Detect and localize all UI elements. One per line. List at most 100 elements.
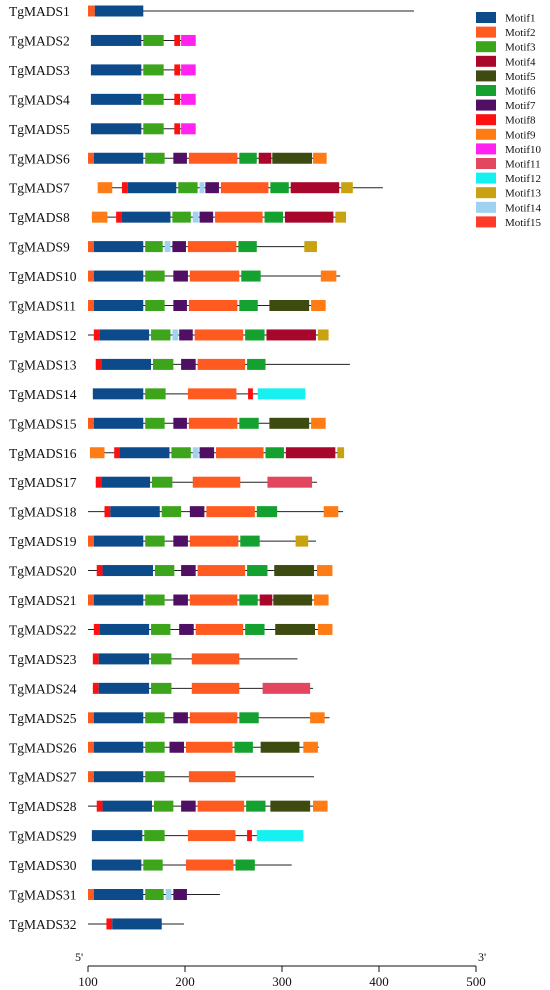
motif-block-motif4 — [285, 447, 336, 459]
x-tick-label: 200 — [175, 974, 195, 989]
motif-block-motif2 — [88, 270, 94, 282]
motif-block-motif8 — [174, 34, 181, 46]
motif-block-motif14 — [165, 889, 172, 900]
gene-row: TgMADS6 — [9, 151, 327, 166]
motif-block-motif1 — [110, 506, 160, 518]
motif-block-motif2 — [206, 506, 255, 518]
gene-row: TgMADS11 — [9, 299, 326, 314]
motif-block-motif1 — [93, 594, 144, 606]
gene-row: TgMADS25 — [9, 711, 330, 726]
legend-swatch — [476, 55, 496, 67]
motif-block-motif6 — [241, 270, 261, 282]
motif-block-motif13 — [337, 447, 345, 459]
legend-label: Motif2 — [505, 27, 536, 39]
motif-block-motif3 — [145, 712, 165, 724]
gene-label: TgMADS13 — [9, 357, 77, 372]
motif-block-motif1 — [120, 447, 170, 459]
motif-block-motif3 — [143, 859, 163, 871]
gene-label: TgMADS31 — [9, 888, 77, 903]
motif-block-motif2 — [197, 358, 246, 370]
gene-label: TgMADS10 — [9, 269, 77, 284]
motif-block-motif2 — [215, 211, 263, 223]
five-prime-label: 5' — [75, 950, 83, 964]
legend-label: Motif8 — [505, 115, 536, 127]
motif-block-motif4 — [258, 152, 272, 164]
gene-label: TgMADS20 — [9, 564, 77, 579]
gene-label: TgMADS26 — [9, 740, 77, 755]
motif-block-motif2 — [188, 417, 238, 429]
motif-block-motif9 — [303, 741, 318, 753]
motif-block-motif2 — [188, 300, 238, 311]
legend-label: Motif10 — [505, 144, 542, 156]
x-axis-ticks: 100 200 300 400 500 — [78, 966, 486, 989]
motif-block-motif3 — [151, 623, 171, 635]
gene-row: TgMADS14 — [9, 387, 306, 402]
motif-block-motif6 — [234, 741, 253, 753]
motif-block-motif1 — [93, 270, 144, 282]
motif-block-motif8 — [96, 800, 103, 812]
gene-label: TgMADS1 — [9, 4, 70, 19]
gene-row: TgMADS17 — [9, 475, 317, 490]
motif-legend: Motif1 Motif2 Motif3 Motif4 Motif5 Motif6 Moti… — [476, 12, 542, 229]
gene-label: TgMADS25 — [9, 711, 77, 726]
motif-block-motif8 — [96, 565, 103, 577]
gene-label: TgMADS8 — [9, 210, 70, 225]
motif-block-motif2 — [192, 476, 241, 488]
legend-label: Motif3 — [505, 42, 536, 54]
motif-block-motif3 — [151, 682, 172, 694]
motif-block-motif7 — [173, 889, 187, 900]
motif-block-motif1 — [99, 329, 150, 341]
gene-label: TgMADS15 — [9, 416, 77, 431]
motif-block-motif2 — [189, 712, 238, 724]
motif-block-motif7 — [179, 329, 193, 341]
motif-block-motif3 — [153, 800, 174, 812]
motif-block-motif4 — [266, 329, 316, 341]
motif-block-motif7 — [179, 623, 194, 635]
motif-block-motif12 — [256, 830, 304, 842]
motif-block-motif2 — [88, 771, 94, 783]
legend-swatch — [476, 26, 496, 38]
legend-swatch — [476, 99, 496, 111]
gene-row: TgMADS1 — [9, 4, 414, 19]
motif-block-motif6 — [239, 152, 257, 164]
legend-swatch — [476, 41, 496, 53]
motif-block-motif9 — [91, 211, 108, 223]
motif-block-motif3 — [143, 64, 164, 76]
motif-block-motif1 — [93, 535, 144, 547]
motif-block-motif1 — [102, 800, 153, 812]
gene-label: TgMADS21 — [9, 593, 77, 608]
gene-row: TgMADS3 — [9, 63, 196, 78]
gene-label: TgMADS4 — [9, 92, 70, 107]
gene-row: TgMADS28 — [9, 799, 328, 814]
motif-block-motif9 — [311, 300, 326, 311]
legend-label: Motif14 — [505, 202, 542, 214]
motif-block-motif2 — [88, 300, 94, 311]
motif-block-motif2 — [197, 565, 246, 577]
motif-block-motif8 — [92, 682, 99, 694]
gene-row: TgMADS19 — [9, 534, 316, 549]
motif-block-motif2 — [197, 800, 245, 812]
legend-swatch — [476, 201, 496, 213]
legend-swatch — [476, 12, 496, 23]
motif-block-motif2 — [220, 182, 269, 194]
motif-block-motif3 — [151, 329, 171, 341]
motif-block-motif3 — [145, 417, 165, 429]
legend-label: Motif4 — [505, 56, 536, 68]
motif-block-motif8 — [114, 447, 121, 459]
gene-label: TgMADS32 — [9, 917, 77, 932]
legend-swatch — [476, 158, 496, 169]
motif-block-motif5 — [270, 800, 311, 812]
motif-block-motif7 — [173, 152, 187, 164]
motif-block-motif3 — [151, 653, 172, 665]
x-axis: 5' 3' 100 200 300 400 500 — [75, 950, 486, 989]
motif-block-motif7 — [199, 211, 214, 223]
gene-row: TgMADS15 — [9, 416, 326, 431]
motif-block-motif3 — [144, 830, 165, 842]
motif-block-motif3 — [143, 93, 164, 105]
motif-block-motif3 — [145, 270, 165, 282]
motif-block-motif7 — [173, 270, 188, 282]
motif-block-motif3 — [145, 594, 165, 606]
motif-block-motif14 — [164, 241, 171, 253]
motif-block-motif8 — [121, 182, 128, 194]
